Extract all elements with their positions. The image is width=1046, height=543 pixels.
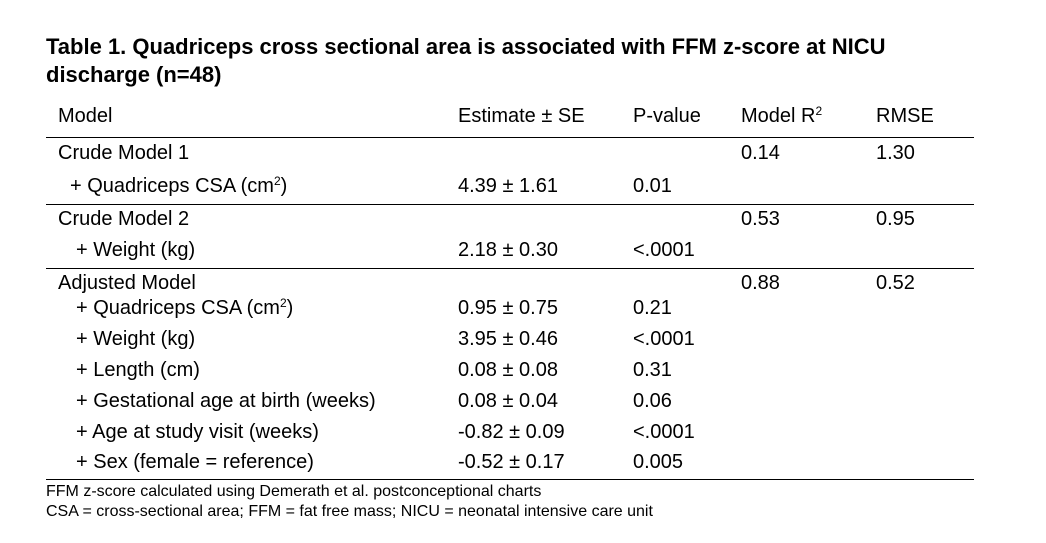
adjusted-r2: 0.88: [741, 272, 780, 294]
crude1-rule: [46, 204, 974, 205]
adjusted-row-label-close: ): [286, 297, 294, 319]
crude2-row-estimate: 2.18 ± 0.30: [458, 239, 558, 261]
table-title: Table 1. Quadriceps cross sectional area…: [46, 33, 1006, 89]
adjusted-row-label: + Weight (kg): [76, 328, 196, 350]
header-r2: Model R2: [741, 104, 822, 128]
crude2-row-label: + Weight (kg): [76, 239, 196, 261]
adjusted-row-pvalue: 0.21: [633, 297, 672, 319]
adjusted-row-pvalue: 0.31: [633, 359, 672, 381]
header-rmse: RMSE: [876, 105, 934, 127]
crude2-r2: 0.53: [741, 208, 780, 230]
crude1-row-label: + Quadriceps CSA (cm2): [70, 174, 287, 198]
crude1-label: Crude Model 1: [58, 142, 190, 164]
crude2-rule: [46, 268, 974, 269]
header-model: Model: [58, 105, 113, 127]
crude1-row-label-sup: 2: [273, 174, 281, 188]
adjusted-row-label: + Length (cm): [76, 359, 200, 381]
header-r2-label: Model R: [741, 105, 816, 127]
adjusted-row-estimate: -0.82 ± 0.09: [458, 421, 565, 443]
footnote: CSA = cross-sectional area; FFM = fat fr…: [46, 503, 653, 520]
adjusted-row-label: + Age at study visit (weeks): [76, 421, 319, 443]
crude2-rmse: 0.95: [876, 208, 915, 230]
table-title-line1: Table 1. Quadriceps cross sectional area…: [46, 34, 886, 59]
adjusted-row-estimate: 0.08 ± 0.04: [458, 390, 558, 412]
adjusted-row-estimate: 0.95 ± 0.75: [458, 297, 558, 319]
adjusted-row-pvalue: 0.06: [633, 390, 672, 412]
adjusted-row-estimate: 0.08 ± 0.08: [458, 359, 558, 381]
adjusted-rmse: 0.52: [876, 272, 915, 294]
header-pvalue: P-value: [633, 105, 701, 127]
crude2-label: Crude Model 2: [58, 208, 190, 230]
adjusted-row-label-sup: 2: [279, 296, 287, 310]
crude1-row-label-close: ): [280, 175, 288, 197]
adjusted-row-label: + Sex (female = reference): [76, 451, 314, 473]
crude1-row-estimate: 4.39 ± 1.61: [458, 175, 558, 197]
adjusted-row-label: + Quadriceps CSA (cm2): [76, 296, 293, 320]
footnote: FFM z-score calculated using Demerath et…: [46, 483, 542, 500]
adjusted-row-label-text: + Quadriceps CSA (cm: [76, 297, 280, 319]
crude1-row-pvalue: 0.01: [633, 175, 672, 197]
adjusted-label: Adjusted Model: [58, 272, 196, 294]
adjusted-row-estimate: 3.95 ± 0.46: [458, 328, 558, 350]
adjusted-row-label: + Gestational age at birth (weeks): [76, 390, 376, 412]
crude2-row-pvalue: <.0001: [633, 239, 695, 261]
adjusted-row-pvalue: 0.005: [633, 451, 684, 473]
crude1-r2: 0.14: [741, 142, 780, 164]
adjusted-row-pvalue: <.0001: [633, 421, 695, 443]
crude1-row-label-text: + Quadriceps CSA (cm: [70, 175, 274, 197]
header-r2-sup: 2: [815, 104, 823, 118]
adjusted-row-pvalue: <.0001: [633, 328, 695, 350]
crude1-rmse: 1.30: [876, 142, 915, 164]
header-rule: [46, 137, 974, 138]
table-title-line2: discharge (n=48): [46, 62, 222, 87]
table-bottom-rule: [46, 479, 974, 480]
header-estimate: Estimate ± SE: [458, 105, 585, 127]
adjusted-row-estimate: -0.52 ± 0.17: [458, 451, 565, 473]
